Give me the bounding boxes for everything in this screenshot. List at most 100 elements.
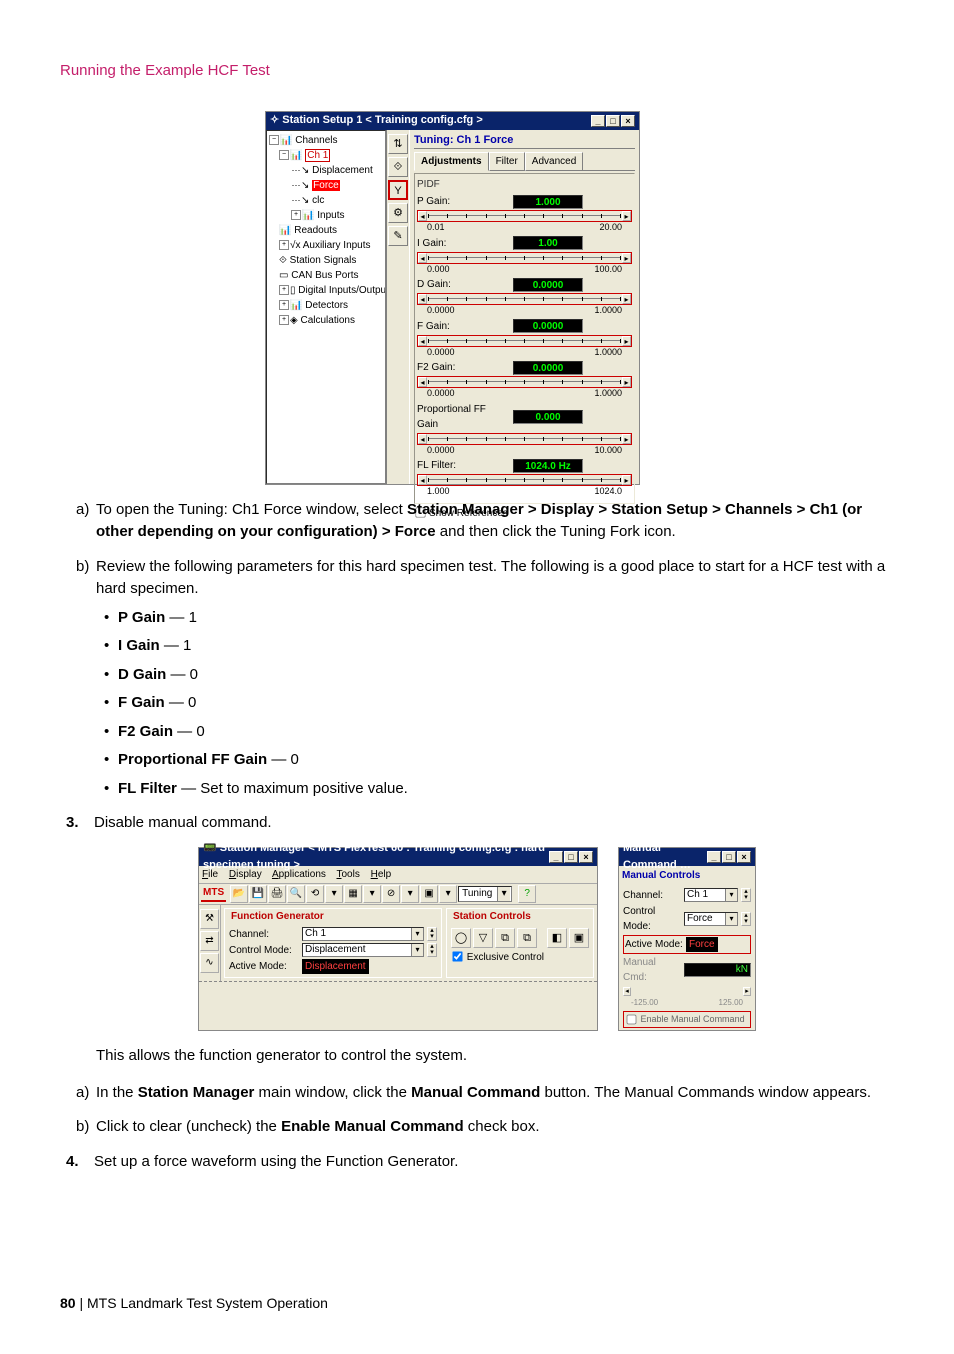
param-value[interactable]: 1.000: [513, 195, 583, 209]
param-slider[interactable]: ◂▸: [417, 376, 632, 388]
toolbar-icon-5b[interactable]: ▾: [325, 885, 343, 903]
param-slider[interactable]: ◂▸: [417, 210, 632, 222]
toolbar-icon-8b[interactable]: ▾: [439, 885, 457, 903]
minimize-icon[interactable]: _: [549, 851, 563, 863]
close-icon[interactable]: ×: [737, 851, 751, 863]
close-icon[interactable]: ×: [579, 851, 593, 863]
tree-inputs[interactable]: Inputs: [317, 210, 344, 221]
toolbar-icon-6b[interactable]: ▾: [363, 885, 381, 903]
mc-ch-spin[interactable]: ▴▾: [741, 888, 751, 902]
nudge-left-icon[interactable]: ◂: [418, 434, 427, 444]
channel-spin[interactable]: ▴▾: [427, 927, 437, 941]
toolbar-icon-6[interactable]: ▦: [344, 885, 362, 903]
mc-channel-combo[interactable]: Ch 1: [684, 888, 738, 902]
close-icon[interactable]: ×: [621, 115, 635, 127]
param-value[interactable]: 0.0000: [513, 319, 583, 333]
param-value[interactable]: 0.000: [513, 410, 583, 424]
tree-calculations[interactable]: Calculations: [300, 315, 354, 326]
exclusive-control-checkbox[interactable]: [452, 952, 462, 962]
side-icon-1[interactable]: ⚒: [200, 909, 219, 929]
sc-icon-5[interactable]: ◧: [547, 928, 567, 948]
toolbar-icon-8[interactable]: ▣: [420, 885, 438, 903]
toolbar-icon-5[interactable]: ⟲: [306, 885, 324, 903]
nudge-left-icon[interactable]: ◂: [418, 336, 427, 346]
menu-tools[interactable]: Tools: [337, 869, 360, 880]
sc-icon-4[interactable]: ⧉: [517, 928, 537, 948]
param-value[interactable]: 1024.0 Hz: [513, 459, 583, 473]
param-slider[interactable]: ◂▸: [417, 252, 632, 264]
param-slider[interactable]: ◂▸: [417, 335, 632, 347]
menu-help[interactable]: Help: [371, 869, 392, 880]
nudge-left-icon[interactable]: ◂: [418, 211, 427, 221]
tree-displacement[interactable]: Displacement: [312, 165, 373, 176]
maximize-icon[interactable]: □: [606, 115, 620, 127]
tuning-fork-icon[interactable]: Y: [388, 180, 408, 200]
nudge-left-icon[interactable]: ◂: [418, 475, 427, 485]
toolbar-btn-1[interactable]: ⇅: [388, 134, 408, 154]
nudge-right-icon[interactable]: ▸: [622, 434, 631, 444]
param-slider[interactable]: ◂▸: [417, 474, 632, 486]
tree-ch1[interactable]: Ch 1: [305, 149, 330, 162]
menu-file[interactable]: File: [202, 869, 218, 880]
mc-cm-spin[interactable]: ▴▾: [741, 912, 751, 926]
tree-station-signals[interactable]: Station Signals: [290, 255, 357, 266]
side-icon-2[interactable]: ⇄: [200, 931, 219, 951]
tree-detectors[interactable]: Detectors: [305, 300, 348, 311]
minimize-icon[interactable]: _: [707, 851, 721, 863]
sc-icon-1[interactable]: ◯: [451, 928, 471, 948]
tab-advanced[interactable]: Advanced: [525, 152, 583, 171]
maximize-icon[interactable]: □: [564, 851, 578, 863]
toolbar-mode-combo[interactable]: Tuning: [458, 886, 512, 902]
mc-control-mode-combo[interactable]: Force: [684, 912, 738, 926]
nudge-left-icon[interactable]: ◂: [418, 377, 427, 387]
nudge-right-icon[interactable]: ▸: [622, 336, 631, 346]
tree-channels[interactable]: Channels: [295, 135, 337, 146]
channel-combo[interactable]: Ch 1: [302, 927, 424, 941]
enable-manual-command-checkbox[interactable]: [627, 1014, 637, 1024]
nudge-right-icon[interactable]: ▸: [622, 211, 631, 221]
control-mode-combo[interactable]: Displacement: [302, 943, 424, 957]
param-value[interactable]: 0.0000: [513, 361, 583, 375]
menu-display[interactable]: Display: [229, 869, 262, 880]
tree-view[interactable]: −📊 Channels −📊 Ch 1 ⋯↘ Displacement ⋯↘ F…: [266, 130, 386, 484]
tree-aux-inputs[interactable]: Auxiliary Inputs: [303, 240, 371, 251]
help-icon[interactable]: ?: [518, 885, 536, 903]
toolbar-open-icon[interactable]: 📂: [230, 885, 248, 903]
sc-icon-6[interactable]: ▣: [569, 928, 589, 948]
nudge-right-icon[interactable]: ▸: [622, 253, 631, 263]
tree-readouts[interactable]: Readouts: [294, 225, 337, 236]
tab-adjustments[interactable]: Adjustments: [414, 152, 489, 171]
tree-can-bus[interactable]: CAN Bus Ports: [291, 270, 358, 281]
toolbar-btn-4[interactable]: ⚙: [388, 203, 408, 223]
tree-clc[interactable]: clc: [312, 195, 324, 206]
menu-applications[interactable]: Applications: [272, 869, 326, 880]
minimize-icon[interactable]: _: [591, 115, 605, 127]
maximize-icon[interactable]: □: [722, 851, 736, 863]
titlebar[interactable]: ✧ Station Setup 1 < Training config.cfg …: [266, 112, 639, 130]
nudge-right-icon[interactable]: ▸: [622, 294, 631, 304]
param-value[interactable]: 0.0000: [513, 278, 583, 292]
toolbar-btn-2[interactable]: ⟐: [388, 157, 408, 177]
tab-filter[interactable]: Filter: [489, 152, 525, 171]
param-slider[interactable]: ◂▸: [417, 293, 632, 305]
mc-titlebar[interactable]: Manual Command … _ □ ×: [619, 848, 755, 866]
tree-force[interactable]: Force: [312, 180, 340, 191]
mc-cmd-value[interactable]: kN: [684, 963, 751, 977]
nudge-left-icon[interactable]: ◂: [418, 253, 427, 263]
nudge-left-icon[interactable]: ◂: [418, 294, 427, 304]
nudge-right-icon[interactable]: ▸: [622, 377, 631, 387]
sm-titlebar[interactable]: 📟 Station Manager < MTS FlexTest 60 : Tr…: [199, 848, 597, 866]
sc-icon-2[interactable]: ▽: [473, 928, 493, 948]
toolbar-btn-5[interactable]: ✎: [388, 226, 408, 246]
toolbar-icon-7[interactable]: ⊘: [382, 885, 400, 903]
nudge-right-icon[interactable]: ▸: [622, 475, 631, 485]
control-mode-spin[interactable]: ▴▾: [427, 943, 437, 957]
mc-slider[interactable]: ◂▸: [623, 987, 751, 997]
toolbar-print-icon[interactable]: 🖨: [268, 885, 286, 903]
tree-digital-io[interactable]: Digital Inputs/Outputs: [298, 285, 386, 296]
toolbar-save-icon[interactable]: 💾: [249, 885, 267, 903]
param-slider[interactable]: ◂▸: [417, 433, 632, 445]
sc-icon-3[interactable]: ⧉: [495, 928, 515, 948]
toolbar-preview-icon[interactable]: 🔍: [287, 885, 305, 903]
param-value[interactable]: 1.00: [513, 236, 583, 250]
